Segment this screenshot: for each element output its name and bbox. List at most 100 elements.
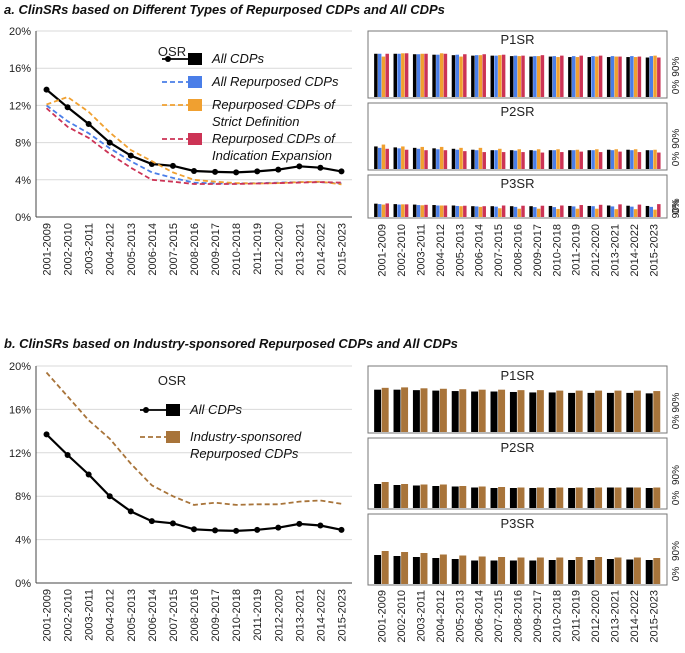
grid-layer	[35, 30, 668, 586]
bar-a-p1sr-s1	[513, 55, 518, 97]
bar-a-p2sr-s2	[420, 146, 424, 169]
bar-b-p3sr-s0	[471, 560, 479, 584]
bar-a-p3sr-s1	[533, 207, 537, 217]
bar-a-p1sr-s1	[455, 54, 459, 97]
x-tick-label: 2014-2022	[315, 589, 327, 642]
bar-a-p1sr-s3	[424, 53, 428, 97]
bar-b-p2sr-s1	[439, 484, 447, 508]
bar-a-p2sr-s2	[575, 149, 580, 169]
bar-a-p1sr-s2	[653, 55, 657, 97]
bar-a-p2sr-s1	[630, 150, 634, 169]
bar-a-p1sr-s3	[501, 54, 506, 97]
y-tick-label: 90%	[671, 57, 682, 77]
bar-a-p2sr-s2	[556, 149, 560, 169]
bar-b-p1sr-s1	[459, 389, 467, 432]
bar-b-p1sr-s1	[595, 390, 603, 432]
bar-a-p3sr-s3	[579, 205, 583, 217]
bar-b-p3sr-s1	[498, 557, 506, 584]
bar-a-p1sr-s1	[630, 56, 634, 97]
bar-a-p2sr-s0	[490, 150, 495, 169]
bar-a-p3sr-s0	[471, 206, 475, 217]
bar-b-p3sr-s1	[439, 554, 447, 584]
bar-a-p1sr-s3	[657, 57, 661, 97]
x-tick-label: 2004-2012	[105, 589, 117, 642]
x-tick-label: 2002-2010	[63, 589, 75, 642]
x-tick-label: 2009-2017	[532, 590, 544, 643]
bar-b-p1sr-s0	[626, 392, 634, 432]
x-tick-label: 2010-2018	[551, 224, 563, 277]
bar-a-p2sr-s2	[459, 147, 463, 169]
legend-label-1: Industry-sponsored	[190, 429, 302, 444]
bar-b-p1sr-s1	[401, 387, 409, 432]
bar-a-p1sr-s3	[598, 55, 603, 97]
legend-marker-0	[165, 56, 171, 62]
bar-a-p1sr-s1	[552, 56, 556, 97]
bar-a-p3sr-s3	[657, 204, 661, 217]
bar-a-p1sr-s1	[416, 54, 421, 97]
x-tick-label: 2009-2017	[532, 224, 544, 277]
all-cdps-point	[317, 164, 324, 171]
bar-b-p1sr-s1	[575, 390, 583, 432]
bar-a-p3sr-s1	[494, 206, 498, 217]
bar-a-p3sr-s2	[498, 208, 502, 217]
subpanel-title: P2SR	[501, 104, 535, 119]
bar-a-p1sr-s3	[540, 55, 545, 97]
x-tick-label: 2010-2018	[231, 589, 243, 642]
bar-b-p1sr-s0	[432, 390, 440, 432]
bar-b-p2sr-s0	[568, 488, 576, 508]
y-tick-label: 90%	[671, 129, 682, 149]
y-tick-label: 8%	[15, 491, 31, 503]
bar-a-p2sr-s2	[478, 147, 483, 169]
y-tick-label: 90%	[671, 392, 682, 412]
bar-a-p2sr-s3	[482, 152, 486, 169]
bar-a-p3sr-s2	[556, 208, 560, 217]
bar-a-p3sr-s2	[614, 209, 618, 217]
bar-b-p2sr-s0	[471, 487, 479, 508]
all-cdps-point	[296, 520, 303, 527]
x-tick-label: 2011-2019	[571, 224, 583, 276]
bar-b-p1sr-s1	[498, 389, 506, 432]
x-tick-label: 2012-2020	[590, 590, 602, 643]
bar-a-p1sr-s0	[509, 56, 514, 97]
bar-a-p3sr-s1	[610, 206, 615, 217]
bar-b-p1sr-s0	[393, 389, 401, 432]
legend-label-0: All CDPs	[189, 402, 243, 417]
bar-a-p2sr-s0	[471, 149, 475, 169]
x-tick-label: 2001-2009	[377, 224, 389, 277]
bar-a-p3sr-s0	[645, 205, 650, 217]
bar-a-p1sr-s0	[606, 57, 611, 97]
legend-swatch-2	[188, 99, 202, 111]
bar-a-p3sr-s3	[618, 204, 622, 217]
bar-b-p2sr-s0	[587, 488, 595, 508]
x-tick-label: 2015-2023	[648, 590, 660, 643]
x-tick-label: 2014-2022	[629, 224, 641, 277]
y-tick-label: 0%	[671, 567, 682, 582]
bar-b-p3sr-s1	[595, 557, 603, 584]
bar-a-p2sr-s1	[571, 150, 576, 169]
bar-b-p1sr-s0	[568, 392, 576, 432]
bar-a-p1sr-s1	[474, 55, 479, 97]
subpanel-frame	[367, 437, 668, 510]
bar-b-p2sr-s1	[498, 487, 506, 508]
legend-label-0: All CDPs	[211, 51, 265, 66]
bar-a-p2sr-s3	[501, 152, 506, 169]
bar-a-p2sr-s0	[374, 146, 378, 169]
y-tick-label: 4%	[15, 535, 31, 547]
bar-b-p2sr-s1	[653, 487, 661, 508]
all-cdps-point	[64, 104, 71, 111]
bar-a-p1sr-s0	[374, 53, 378, 97]
bar-a-p2sr-s2	[498, 148, 502, 169]
bar-a-p3sr-s1	[513, 206, 518, 217]
bar-b-p1sr-s1	[478, 389, 486, 432]
legend-swatch-1	[188, 76, 202, 88]
bar-a-p2sr-s3	[404, 149, 409, 169]
bar-a-p3sr-s0	[432, 205, 436, 217]
bar-a-p1sr-s3	[463, 54, 467, 97]
all-cdps-point	[191, 526, 197, 533]
bar-a-p1sr-s3	[443, 53, 448, 97]
bar-a-p2sr-s2	[595, 149, 599, 169]
x-tick-label: 2004-2012	[435, 224, 447, 277]
all-cdps-point	[127, 152, 134, 159]
bar-a-p3sr-s0	[490, 206, 495, 217]
bar-a-p2sr-s1	[649, 150, 653, 169]
